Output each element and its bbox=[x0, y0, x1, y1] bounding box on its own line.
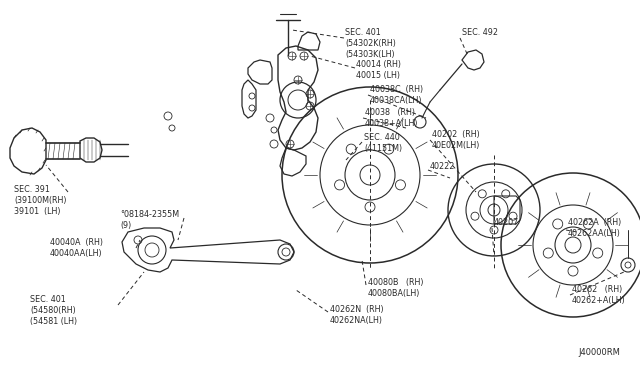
Text: 40014 (RH)
40015 (LH): 40014 (RH) 40015 (LH) bbox=[356, 60, 401, 80]
Text: 40080B   (RH)
40080BA(LH): 40080B (RH) 40080BA(LH) bbox=[368, 278, 424, 298]
Text: °08184-2355M
(9): °08184-2355M (9) bbox=[120, 210, 179, 230]
Text: 40262N  (RH)
40262NA(LH): 40262N (RH) 40262NA(LH) bbox=[330, 305, 383, 325]
Text: 40262   (RH)
40262+A(LH): 40262 (RH) 40262+A(LH) bbox=[572, 285, 626, 305]
Text: 40040A  (RH)
40040AA(LH): 40040A (RH) 40040AA(LH) bbox=[50, 238, 103, 258]
Text: J40000RM: J40000RM bbox=[578, 348, 620, 357]
Text: SEC. 492: SEC. 492 bbox=[462, 28, 498, 37]
Text: 40222: 40222 bbox=[430, 162, 456, 171]
Text: 40202  (RH)
40E02M(LH): 40202 (RH) 40E02M(LH) bbox=[432, 130, 481, 150]
Text: SEC. 401
(54302K(RH)
(54303K(LH): SEC. 401 (54302K(RH) (54303K(LH) bbox=[345, 28, 396, 59]
Text: 40038   (RH)
40038+A(LH): 40038 (RH) 40038+A(LH) bbox=[365, 108, 419, 128]
Text: 40262A  (RH)
40262AA(LH): 40262A (RH) 40262AA(LH) bbox=[568, 218, 621, 238]
Text: SEC. 391
(39100M(RH)
39101  (LH): SEC. 391 (39100M(RH) 39101 (LH) bbox=[14, 185, 67, 216]
Text: SEC. 440
(41151M): SEC. 440 (41151M) bbox=[364, 133, 402, 153]
Text: SEC. 401
(54580(RH)
(54581 (LH): SEC. 401 (54580(RH) (54581 (LH) bbox=[30, 295, 77, 326]
Text: 40207: 40207 bbox=[494, 218, 519, 227]
Text: 40038C  (RH)
40038CA(LH): 40038C (RH) 40038CA(LH) bbox=[370, 85, 423, 105]
